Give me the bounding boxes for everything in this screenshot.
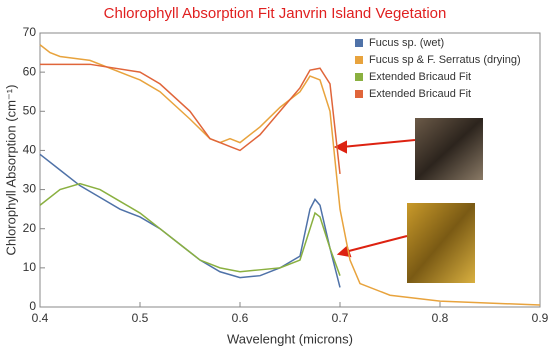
y-axis-label: Chlorophyll Absorption (cm⁻¹) — [3, 85, 18, 256]
legend-swatch — [355, 73, 363, 81]
series-line — [39, 182, 341, 276]
legend-swatch — [355, 56, 363, 64]
y-tick-label: 60 — [23, 64, 37, 78]
x-tick-label: 0.8 — [432, 311, 449, 325]
y-tick-label: 20 — [23, 221, 37, 235]
arrows — [333, 139, 416, 258]
x-axis-label: Wavelenght (microns) — [227, 331, 353, 346]
legend-label: Extended Bricaud Fit — [369, 88, 471, 100]
x-tick-label: 0.6 — [232, 311, 249, 325]
x-tick-label: 0.9 — [532, 311, 549, 325]
y-tick-label: 70 — [23, 25, 37, 39]
x-tick-label: 0.5 — [132, 311, 149, 325]
series-line — [40, 63, 341, 174]
chart-title: Chlorophyll Absorption Fit Janvrin Islan… — [104, 5, 447, 22]
legend-swatch — [355, 39, 363, 47]
legend-label: Fucus sp & F. Serratus (drying) — [369, 54, 521, 66]
y-tick-label: 40 — [23, 143, 37, 157]
y-tick-label: 30 — [23, 182, 37, 196]
series-line — [39, 44, 541, 306]
x-tick-label: 0.4 — [32, 311, 49, 325]
x-tick-label: 0.7 — [332, 311, 349, 325]
legend-swatch — [355, 90, 363, 98]
y-tick-label: 10 — [23, 260, 37, 274]
photo-inset-gold — [407, 203, 475, 283]
legend-label: Fucus sp. (wet) — [369, 37, 444, 49]
photo-inset-dark — [415, 118, 483, 180]
y-tick-label: 50 — [23, 103, 37, 117]
legend-label: Extended Bricaud Fit — [369, 71, 471, 83]
plot-frame — [39, 32, 541, 308]
series-line — [39, 153, 341, 288]
y-tick-label: 0 — [29, 299, 36, 313]
